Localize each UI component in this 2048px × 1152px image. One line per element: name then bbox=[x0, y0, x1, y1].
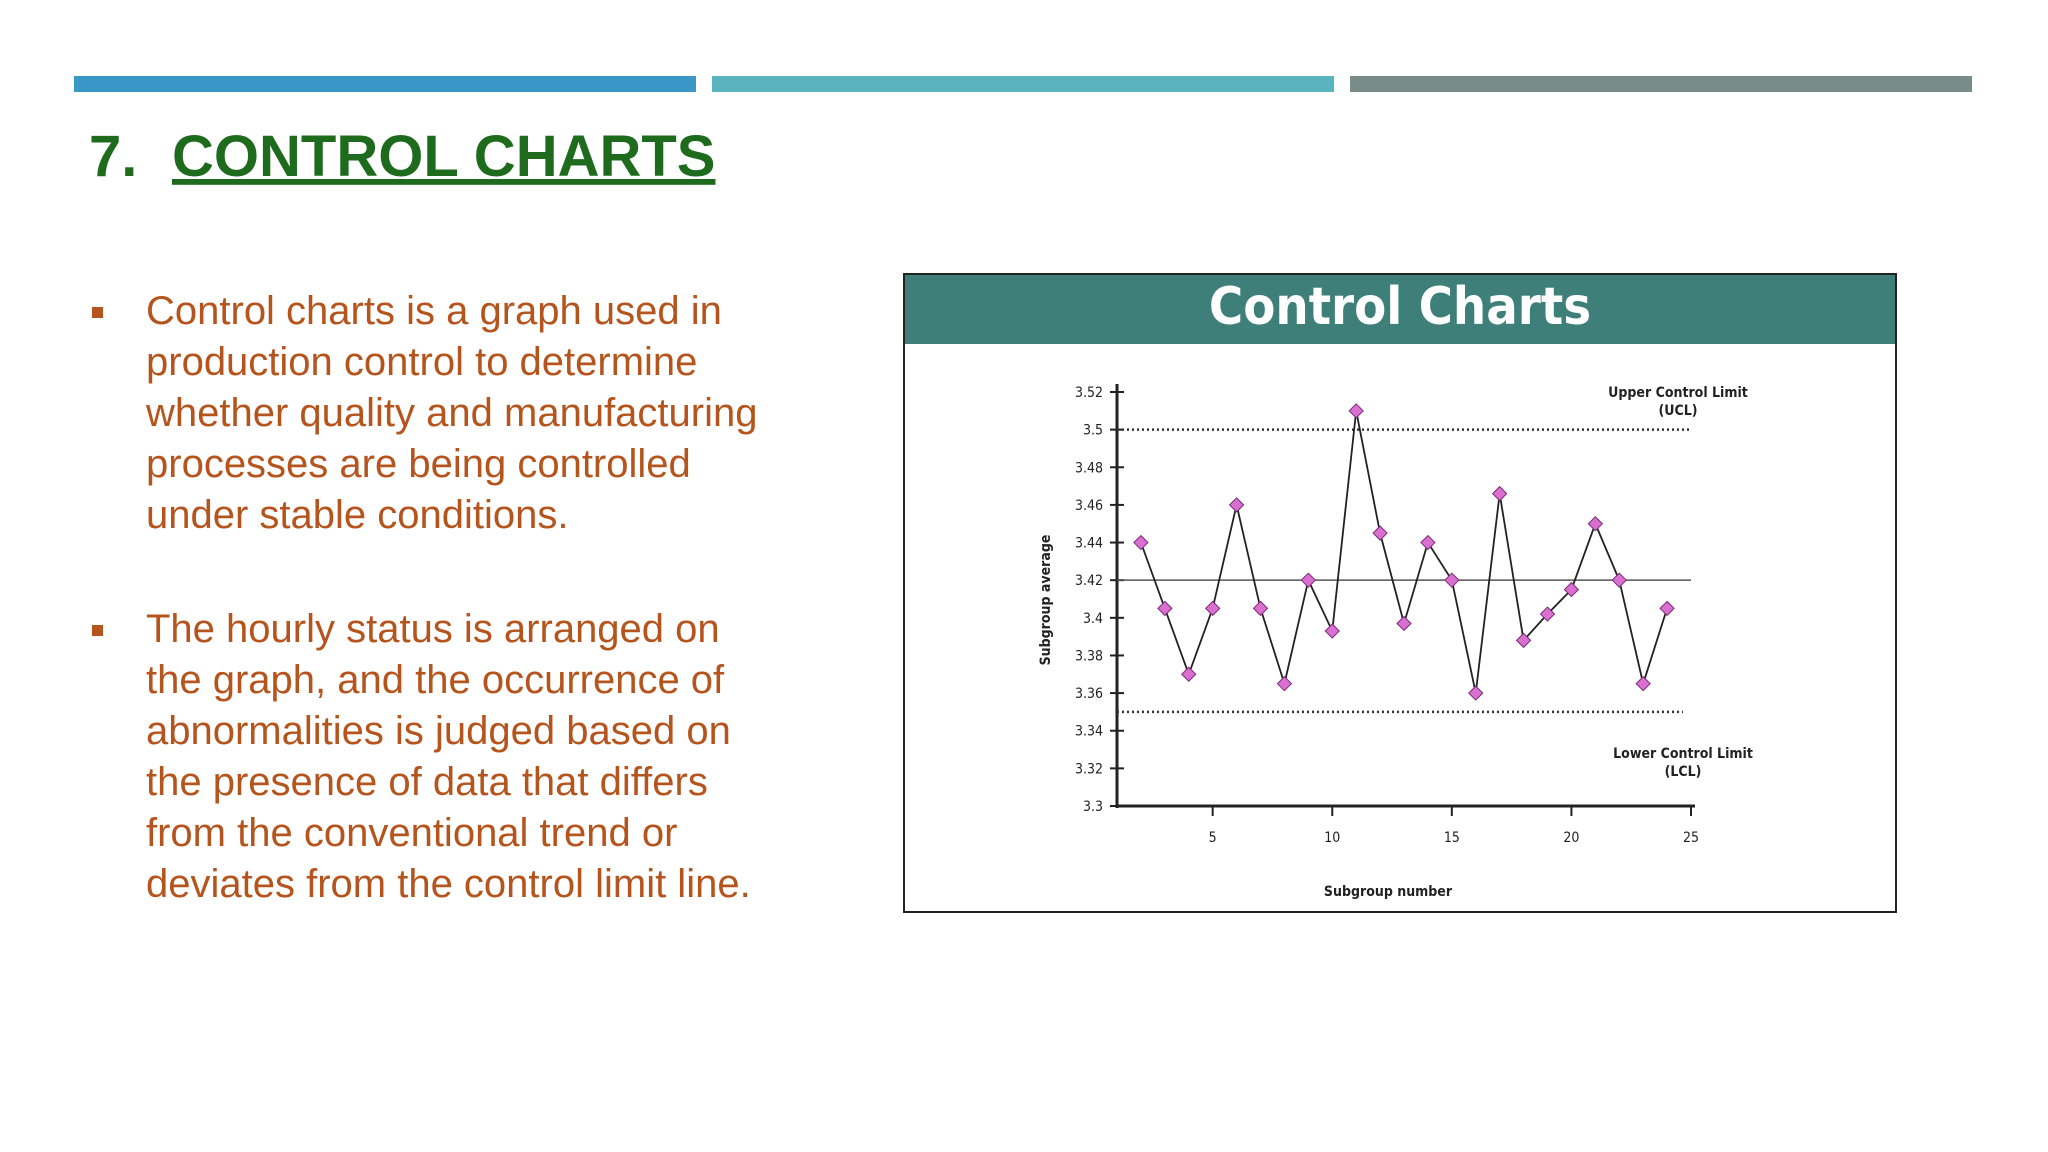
y-tick-label: 3.36 bbox=[1075, 686, 1103, 702]
bullet-text: processes are being controlled bbox=[146, 442, 691, 486]
y-tick-label: 3.48 bbox=[1075, 460, 1103, 476]
slide-number: 7. bbox=[89, 124, 137, 189]
data-point bbox=[1587, 516, 1604, 532]
x-tick-label: 15 bbox=[1444, 830, 1460, 846]
data-point bbox=[1563, 581, 1580, 598]
data-point bbox=[1539, 606, 1556, 622]
chart-title: Control Charts bbox=[1209, 277, 1591, 337]
data-point bbox=[1228, 497, 1245, 513]
data-point bbox=[1372, 525, 1388, 541]
data-point bbox=[1204, 600, 1221, 617]
x-tick-label: 20 bbox=[1563, 830, 1579, 846]
lcl-label: Lower Control Limit bbox=[1613, 746, 1753, 762]
accent-bar bbox=[74, 76, 696, 92]
ucl-label: Upper Control Limit bbox=[1608, 385, 1748, 401]
accent-bar bbox=[1350, 76, 1972, 92]
y-tick-label: 3.4 bbox=[1083, 611, 1103, 627]
data-point bbox=[1396, 615, 1412, 632]
chart-header bbox=[905, 275, 1895, 344]
slide-title: CONTROL CHARTS bbox=[172, 124, 715, 189]
data-point bbox=[1611, 572, 1627, 588]
y-tick-label: 3.34 bbox=[1075, 724, 1103, 740]
bullet-text: abnormalities is judged based on bbox=[146, 709, 731, 753]
ucl-label: (UCL) bbox=[1658, 403, 1697, 419]
bullet-marker bbox=[92, 625, 103, 636]
data-point bbox=[1348, 403, 1364, 419]
data-point bbox=[1491, 485, 1508, 502]
x-tick-label: 5 bbox=[1209, 830, 1217, 846]
y-tick-label: 3.42 bbox=[1075, 573, 1103, 589]
x-tick-label: 10 bbox=[1324, 830, 1340, 846]
y-axis-label: Subgroup average bbox=[1038, 535, 1054, 666]
bullet-text: whether quality and manufacturing bbox=[145, 391, 757, 435]
data-point bbox=[1181, 666, 1197, 682]
bullet-text: under stable conditions. bbox=[146, 493, 569, 537]
x-axis-label: Subgroup number bbox=[1324, 884, 1453, 900]
bullet-text: deviates from the control limit line. bbox=[146, 862, 751, 906]
lcl-label: (LCL) bbox=[1665, 764, 1702, 780]
y-tick-label: 3.46 bbox=[1075, 498, 1103, 514]
y-tick-label: 3.38 bbox=[1075, 648, 1103, 664]
data-point bbox=[1300, 572, 1317, 588]
data-point bbox=[1276, 675, 1293, 692]
y-tick-label: 3.44 bbox=[1075, 536, 1103, 552]
y-tick-label: 3.52 bbox=[1075, 385, 1103, 401]
data-point bbox=[1324, 623, 1340, 639]
data-point bbox=[1635, 675, 1651, 692]
bullet-text: Control charts is a graph used in bbox=[146, 289, 722, 333]
bullet-text: from the conventional trend or bbox=[146, 811, 677, 855]
data-point bbox=[1468, 685, 1484, 701]
data-point bbox=[1157, 600, 1173, 617]
y-tick-label: 3.3 bbox=[1083, 799, 1103, 815]
bullet-text: The hourly status is arranged on bbox=[146, 607, 720, 651]
bullet-marker bbox=[92, 307, 103, 318]
bullet-text: production control to determine bbox=[146, 340, 697, 384]
data-point bbox=[1420, 534, 1436, 551]
bullet-text: the presence of data that differs bbox=[146, 760, 708, 804]
data-point bbox=[1515, 632, 1532, 649]
data-point bbox=[1659, 600, 1675, 617]
x-tick-label: 25 bbox=[1683, 830, 1699, 846]
bullet-text: the graph, and the occurrence of bbox=[146, 658, 725, 702]
y-tick-label: 3.5 bbox=[1083, 423, 1103, 439]
data-point bbox=[1444, 572, 1460, 588]
data-point bbox=[1252, 600, 1269, 617]
y-tick-label: 3.32 bbox=[1075, 761, 1103, 777]
data-point bbox=[1133, 534, 1149, 551]
accent-bar bbox=[712, 76, 1334, 92]
